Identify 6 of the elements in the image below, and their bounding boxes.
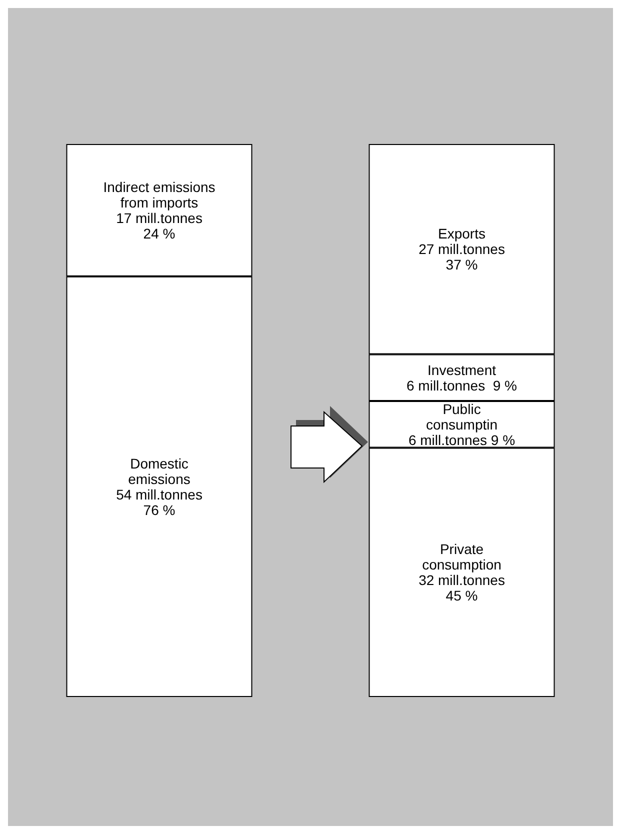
data-label: Investment 6 mill.tonnes 9 % bbox=[406, 362, 517, 394]
data-label: Private consumption 32 mill.tonnes 45 % bbox=[418, 541, 505, 604]
data-label: Indirect emissions from imports 17 mill.tonnes 24 % bbox=[103, 178, 216, 242]
data-label: Domestic emissions 54 mill.tonnes 76 % bbox=[116, 455, 202, 518]
data-label: Public consumptin 6 mill.tonnes 9 % bbox=[408, 400, 516, 448]
data-label: Exports 27 mill.tonnes 37 % bbox=[418, 226, 505, 273]
